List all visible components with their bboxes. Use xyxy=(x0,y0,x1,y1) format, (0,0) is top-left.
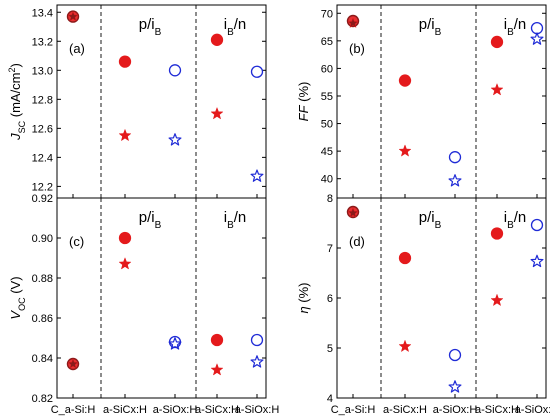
data-point-circle xyxy=(210,33,224,46)
y-tick-label: 7 xyxy=(327,243,333,255)
data-point-star xyxy=(118,257,132,270)
y-axis-title: VOC (V) xyxy=(8,276,27,319)
data-point-star xyxy=(168,133,182,146)
data-point-star xyxy=(67,11,79,22)
y-tick-label: 0.84 xyxy=(32,353,53,365)
y-tick-label: 13.4 xyxy=(32,7,53,19)
data-point-circle xyxy=(530,22,544,35)
y-tick-label: 0.88 xyxy=(32,273,53,285)
plot-frame xyxy=(56,197,267,399)
y-tick-label: 12.2 xyxy=(32,181,53,193)
y-tick-label: 50 xyxy=(321,119,333,131)
data-point-star xyxy=(530,254,544,268)
data-point-circle xyxy=(118,231,132,245)
region-label: iB/n xyxy=(224,209,247,231)
y-tick-label: 60 xyxy=(321,63,333,75)
data-point-star xyxy=(448,380,462,393)
plot-frame xyxy=(56,4,267,199)
region-label: p/iB xyxy=(139,209,162,231)
x-category-label: a-SiOx:H xyxy=(235,404,280,416)
panel-tag: (a) xyxy=(69,41,85,56)
data-point-circle xyxy=(210,333,224,347)
data-point-circle xyxy=(250,333,264,347)
data-point-star xyxy=(210,107,224,120)
data-point-star xyxy=(398,340,412,352)
x-category-label: a-SiOx:H xyxy=(433,404,478,416)
data-point-circle xyxy=(490,227,504,240)
y-axis-title: η (%) xyxy=(296,282,311,313)
y-tick-label: 12.6 xyxy=(32,123,53,135)
data-point-star xyxy=(490,83,504,96)
data-point-star xyxy=(530,32,544,45)
data-point-circle xyxy=(168,64,182,77)
y-tick-label: 70 xyxy=(321,8,333,20)
y-tick-label: 0.90 xyxy=(32,233,53,245)
panel-c: 0.82 0.84 0.86 0.88 0.90 0.92 C_a-Si:H a-SiCx:H… xyxy=(8,193,279,416)
data-point-circle xyxy=(118,55,132,68)
data-point-star xyxy=(347,17,359,28)
data-point-star xyxy=(250,355,264,368)
y-tick-label: 5 xyxy=(327,343,333,355)
region-label: iB/n xyxy=(504,16,527,38)
data-point-circle xyxy=(250,65,264,78)
y-tick-label: 8 xyxy=(327,193,333,205)
data-point-star xyxy=(448,174,462,187)
y-tick-label: 55 xyxy=(321,91,333,103)
region-label: p/iB xyxy=(419,209,442,231)
y-tick-label: 40 xyxy=(321,174,333,186)
x-category-label: a-SiOx:H xyxy=(515,404,550,416)
x-category-label: a-SiCx:H xyxy=(103,404,147,416)
x-category-label: a-SiCx:H xyxy=(383,404,427,416)
region-label: p/iB xyxy=(419,16,442,38)
x-category-label: a-SiOx:H xyxy=(153,404,198,416)
y-tick-label: 12.4 xyxy=(32,152,53,164)
x-category-label: C_a-Si:H xyxy=(51,404,96,416)
data-point-star xyxy=(118,129,132,141)
y-tick-label: 0.82 xyxy=(32,393,53,405)
data-point-circle xyxy=(530,218,544,232)
data-point-star xyxy=(490,294,504,306)
y-tick-label: 0.86 xyxy=(32,313,53,325)
data-point-circle xyxy=(398,74,412,87)
y-axis-title: FF (%) xyxy=(296,82,311,122)
y-axis-title: JSC (mA/cm2) xyxy=(7,63,27,141)
data-point-circle xyxy=(448,348,462,362)
data-point-star xyxy=(210,363,224,376)
y-tick-label: 13.2 xyxy=(32,36,53,48)
data-point-circle xyxy=(490,35,504,49)
panel-tag: (c) xyxy=(69,234,84,249)
y-tick-label: 12.8 xyxy=(32,94,53,106)
y-tick-label: 45 xyxy=(321,146,333,158)
y-tick-label: 6 xyxy=(327,293,333,305)
panel-tag: (d) xyxy=(349,234,365,249)
region-label: iB/n xyxy=(504,209,527,231)
panel-tag: (b) xyxy=(349,41,365,56)
data-point-star xyxy=(168,337,182,350)
data-point-star xyxy=(398,144,412,157)
y-tick-label: 65 xyxy=(321,36,333,48)
region-label: iB/n xyxy=(224,16,247,38)
plot-frame xyxy=(336,4,547,199)
data-point-star xyxy=(250,169,264,182)
panel-b: 40 45 50 55 60 65 70 FF (%) (b) p/iB iB/n xyxy=(296,4,547,199)
x-category-label: a-SiCx:H xyxy=(475,404,519,416)
plot-frame xyxy=(336,197,547,399)
region-label: p/iB xyxy=(139,16,162,38)
y-tick-label: 13.0 xyxy=(32,65,53,77)
x-category-label: C_a-Si:H xyxy=(331,404,376,416)
data-point-circle xyxy=(448,151,462,164)
data-point-star xyxy=(67,358,79,369)
y-tick-label: 0.92 xyxy=(32,193,53,205)
data-point-circle xyxy=(398,251,412,265)
x-category-label: a-SiCx:H xyxy=(195,404,239,416)
data-point-star xyxy=(347,207,359,218)
y-tick-label: 4 xyxy=(327,393,333,405)
panel-a: 12.2 12.4 12.6 12.8 13.0 13.2 13.4 JSC (mA/cm2)… xyxy=(7,4,267,199)
